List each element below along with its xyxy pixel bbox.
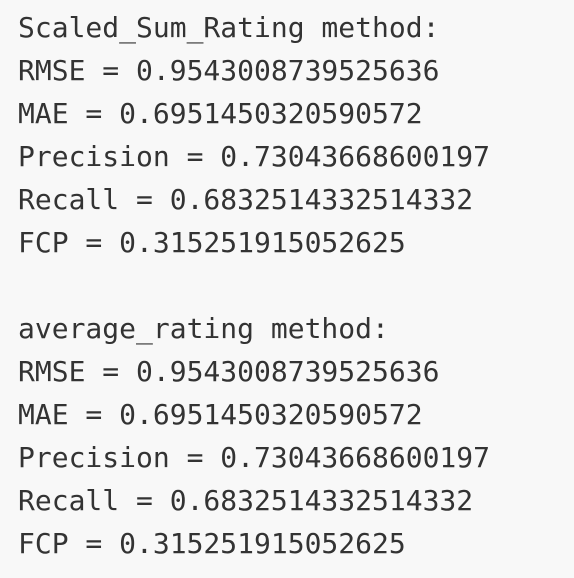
output-block-average-rating: average_rating method: RMSE = 0.95430087… (18, 307, 574, 565)
method-header: average_rating method: (18, 312, 389, 345)
precision-line: Precision = 0.73043668600197 (18, 140, 491, 173)
method-header: Scaled_Sum_Rating method: (18, 11, 440, 44)
recall-line: Recall = 0.6832514332514332 (18, 183, 474, 216)
precision-line: Precision = 0.73043668600197 (18, 441, 491, 474)
fcp-line: FCP = 0.315251915052625 (18, 527, 406, 560)
fcp-line: FCP = 0.315251915052625 (18, 226, 406, 259)
recall-line: Recall = 0.6832514332514332 (18, 484, 474, 517)
rmse-line: RMSE = 0.9543008739525636 (18, 54, 440, 87)
output-block-scaled-sum-rating: Scaled_Sum_Rating method: RMSE = 0.95430… (18, 6, 574, 264)
mae-line: MAE = 0.6951450320590572 (18, 398, 423, 431)
mae-line: MAE = 0.6951450320590572 (18, 97, 423, 130)
rmse-line: RMSE = 0.9543008739525636 (18, 355, 440, 388)
